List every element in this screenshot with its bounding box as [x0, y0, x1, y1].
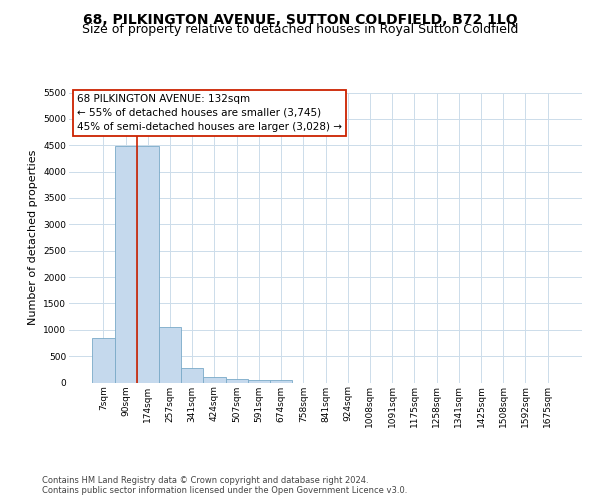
Bar: [226, 378, 248, 382]
Y-axis label: Number of detached properties: Number of detached properties: [28, 150, 38, 325]
Bar: [137, 146, 159, 382]
Bar: [270, 380, 292, 382]
Bar: [92, 338, 115, 382]
Text: 68, PILKINGTON AVENUE, SUTTON COLDFIELD, B72 1LQ: 68, PILKINGTON AVENUE, SUTTON COLDFIELD,…: [83, 12, 517, 26]
Text: Contains HM Land Registry data © Crown copyright and database right 2024.: Contains HM Land Registry data © Crown c…: [42, 476, 368, 485]
Text: Contains public sector information licensed under the Open Government Licence v3: Contains public sector information licen…: [42, 486, 407, 495]
Text: 68 PILKINGTON AVENUE: 132sqm
← 55% of detached houses are smaller (3,745)
45% of: 68 PILKINGTON AVENUE: 132sqm ← 55% of de…: [77, 94, 341, 132]
Bar: [159, 327, 181, 382]
Bar: [203, 378, 226, 382]
Text: Size of property relative to detached houses in Royal Sutton Coldfield: Size of property relative to detached ho…: [82, 22, 518, 36]
Bar: [181, 368, 203, 382]
Bar: [248, 380, 270, 382]
Bar: [115, 146, 137, 382]
